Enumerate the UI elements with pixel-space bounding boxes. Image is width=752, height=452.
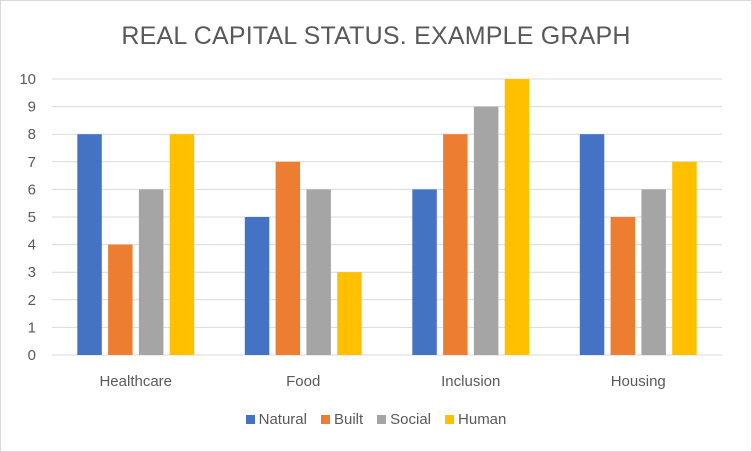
x-axis-labels: Healthcare Food Inclusion Housing (99, 373, 665, 390)
bar-natural-healthcare (77, 134, 102, 355)
x-tick-label: Healthcare (99, 373, 172, 390)
legend-item-human: Human (445, 411, 506, 428)
y-tick-label: 9 (28, 99, 36, 116)
gridlines (52, 78, 722, 356)
legend-label: Human (458, 411, 507, 428)
y-tick-label: 10 (19, 71, 36, 88)
bars (77, 79, 697, 355)
legend-swatch (377, 415, 387, 424)
x-tick-label: Food (286, 373, 320, 390)
bar-human-healthcare (169, 134, 195, 355)
bar-built-inclusion (443, 134, 468, 355)
bar-natural-food (244, 217, 270, 355)
y-tick-label: 3 (28, 264, 36, 281)
bar-human-housing (672, 161, 697, 355)
bar-natural-inclusion (412, 189, 437, 355)
legend-swatch (320, 415, 330, 424)
bar-social-food (306, 189, 331, 355)
bar-natural-housing (579, 134, 605, 355)
bar-built-food (275, 161, 301, 355)
y-tick-label: 2 (28, 292, 36, 309)
y-tick-label: 4 (28, 237, 36, 254)
legend-swatch (445, 415, 455, 424)
x-tick-label: Inclusion (441, 373, 500, 390)
legend-label: Social (390, 411, 432, 428)
legend-item-natural: Natural (245, 411, 307, 428)
y-tick-label: 7 (28, 154, 36, 171)
chart-title: REAL CAPITAL STATUS. EXAMPLE GRAPH (121, 22, 631, 50)
x-tick-label: Housing (611, 373, 666, 390)
bar-social-housing (641, 189, 666, 355)
bar-social-inclusion (473, 106, 499, 355)
y-axis-ticks: 0 1 2 3 4 5 6 7 8 9 10 (19, 71, 36, 364)
y-tick-label: 5 (28, 209, 36, 226)
legend-item-social: Social (377, 411, 431, 428)
bar-built-housing (610, 217, 636, 355)
legend-label: Built (333, 411, 364, 428)
y-tick-label: 0 (28, 347, 36, 364)
y-tick-label: 1 (28, 319, 36, 336)
y-tick-label: 8 (28, 126, 36, 143)
legend: Natural Built Social Human (0, 411, 752, 428)
legend-label: Natural (258, 411, 307, 428)
bar-social-healthcare (138, 189, 164, 355)
y-tick-label: 6 (28, 181, 36, 198)
legend-swatch (245, 415, 255, 424)
bar-human-inclusion (504, 79, 530, 355)
legend-item-built: Built (320, 411, 364, 428)
bar-built-healthcare (108, 244, 133, 355)
bar-human-food (337, 272, 362, 355)
